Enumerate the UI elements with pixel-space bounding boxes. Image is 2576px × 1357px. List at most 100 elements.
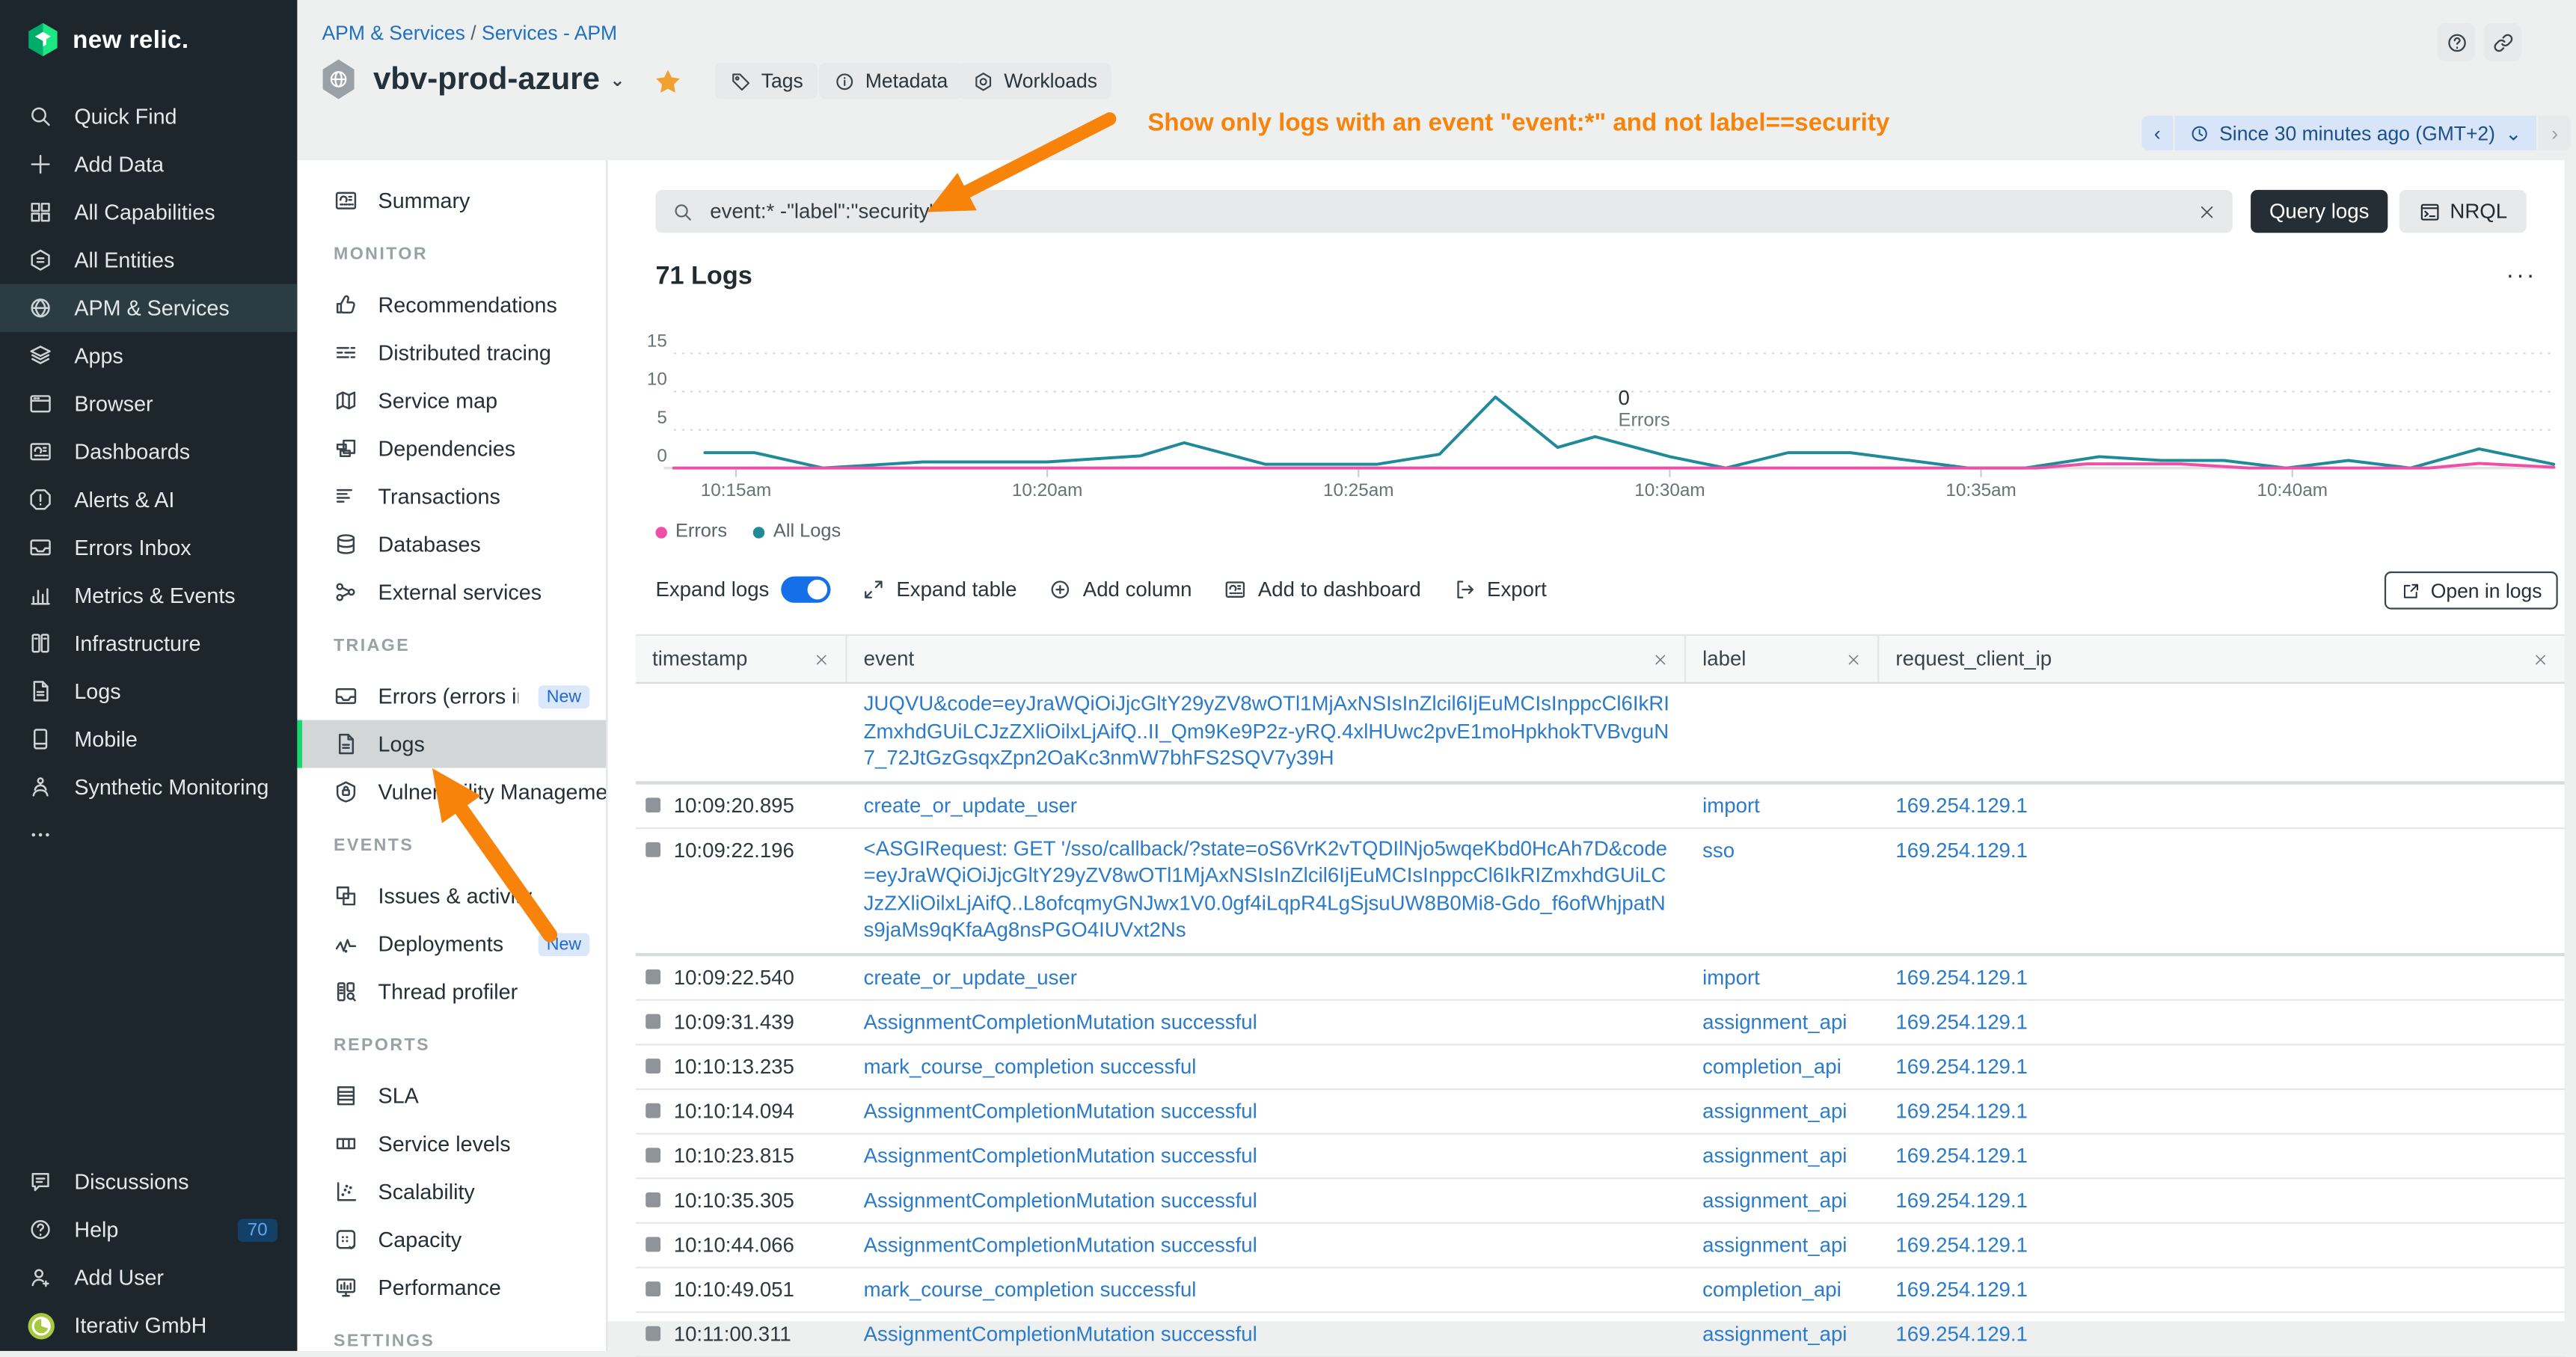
request-client-ip-link[interactable]: 169.254.129.1	[1895, 1277, 2028, 1301]
sidebar-item-dashboards[interactable]: .f{fill:currentColor;stroke:none} Dashboa…	[0, 428, 297, 476]
add-column-button[interactable]: .f{fill:currentColor;stroke:none}Add col…	[1048, 578, 1192, 601]
sidebar-item-quick-find[interactable]: .f{fill:currentColor;stroke:none} Quick F…	[0, 93, 297, 141]
label-link[interactable]: assignment_api	[1702, 1143, 1847, 1167]
sidebar-item-apm-services[interactable]: .f{fill:currentColor;stroke:none} APM & S…	[0, 284, 298, 332]
time-picker-prev[interactable]: ‹	[2141, 115, 2174, 150]
request-client-ip-link[interactable]: 169.254.129.1	[1895, 965, 2028, 989]
event-link[interactable]: AssignmentCompletionMutation successful	[863, 1099, 1257, 1123]
sidebar-item-all-capabilities[interactable]: .f{fill:currentColor;stroke:none} All Cap…	[0, 189, 297, 236]
row-handle-icon[interactable]	[645, 1192, 661, 1207]
request-client-ip-link[interactable]: 169.254.129.1	[1895, 1188, 2028, 1212]
entity-nav-item-issues-activity[interactable]: .f{fill:currentColor;stroke:none} Issues …	[297, 872, 606, 920]
entity-nav-item-service-map[interactable]: .f{fill:currentColor;stroke:none} Service…	[297, 376, 606, 424]
sidebar-item-logs[interactable]: .f{fill:currentColor;stroke:none} Logs	[0, 667, 297, 715]
tags-button[interactable]: .f{fill:currentColor;stroke:none} Tags	[714, 62, 818, 99]
time-picker-next[interactable]: ›	[2538, 115, 2572, 150]
row-handle-icon[interactable]	[645, 842, 661, 857]
event-link[interactable]: <ASGIRequest: GET '/sso/callback/?state=…	[863, 836, 1668, 942]
entity-nav-item-performance[interactable]: .f{fill:currentColor;stroke:none} Perform…	[297, 1263, 606, 1311]
breadcrumb-link-apm[interactable]: APM & Services	[322, 21, 465, 45]
open-in-logs-button[interactable]: .f{fill:currentColor;stroke:none}Open in…	[2384, 571, 2559, 610]
entity-nav-item-databases[interactable]: .f{fill:currentColor;stroke:none} Databas…	[297, 520, 606, 568]
metadata-button[interactable]: .f{fill:currentColor;stroke:none} Metadat…	[819, 62, 963, 99]
entity-nav-item-transactions[interactable]: .f{fill:currentColor;stroke:none} Transac…	[297, 472, 606, 520]
label-link[interactable]: completion_api	[1702, 1054, 1841, 1078]
time-picker-dropdown[interactable]: .f{fill:currentColor;stroke:none} Since …	[2174, 115, 2537, 150]
query-logs-button[interactable]: Query logs	[2251, 189, 2388, 233]
table-row[interactable]: JUQVU&code=eyJraWQiOiJjcGltY29yZV8wOTl1M…	[635, 684, 2565, 784]
entity-nav-item-scalability[interactable]: .f{fill:currentColor;stroke:none} Scalabi…	[297, 1168, 606, 1216]
label-link[interactable]: assignment_api	[1702, 1188, 1847, 1212]
sidebar-item-apps[interactable]: .f{fill:currentColor;stroke:none} Apps	[0, 332, 297, 380]
table-row[interactable]: 10:10:23.815 AssignmentCompletionMutation…	[635, 1134, 2565, 1179]
new-relic-logo[interactable]: new relic.	[25, 19, 188, 59]
column-header-timestamp[interactable]: timestamp .f{fill:currentColor;stroke:non…	[636, 635, 847, 682]
workloads-button[interactable]: .f{fill:currentColor;stroke:none} Workloa…	[957, 62, 1112, 99]
entity-nav-item-deployments[interactable]: .f{fill:currentColor;stroke:none} Deploym…	[297, 920, 606, 968]
sidebar-item-errors-inbox[interactable]: .f{fill:currentColor;stroke:none} Errors …	[0, 524, 297, 572]
sidebar-item-alerts-ai[interactable]: .f{fill:currentColor;stroke:none} Alerts …	[0, 476, 297, 524]
request-client-ip-link[interactable]: 169.254.129.1	[1895, 1143, 2028, 1167]
request-client-ip-link[interactable]: 169.254.129.1	[1895, 1010, 2028, 1033]
log-query-input[interactable]	[706, 197, 2185, 225]
entity-nav-item-recommendations[interactable]: .f{fill:currentColor;stroke:none} Recomme…	[297, 281, 606, 328]
logs-timeseries-chart[interactable]: 0 5 10 15 10:15am 10:20am 10:25am 10:30am 10:35a…	[607, 305, 2564, 520]
row-handle-icon[interactable]	[645, 1103, 661, 1118]
legend-item-errors[interactable]: Errors	[655, 522, 727, 542]
label-link[interactable]: assignment_api	[1702, 1233, 1847, 1256]
label-link[interactable]: completion_api	[1702, 1277, 1841, 1301]
request-client-ip-link[interactable]: 169.254.129.1	[1895, 793, 2028, 817]
entity-nav-item-external-services[interactable]: .f{fill:currentColor;stroke:none} Externa…	[297, 568, 606, 616]
sidebar-item-add-data[interactable]: .f{fill:currentColor;stroke:none} Add Dat…	[0, 141, 297, 189]
event-link[interactable]: AssignmentCompletionMutation successful	[863, 1188, 1257, 1212]
row-handle-icon[interactable]	[645, 1148, 661, 1163]
sidebar-item-browser[interactable]: .f{fill:currentColor;stroke:none} Browser	[0, 380, 297, 428]
event-link[interactable]: AssignmentCompletionMutation successful	[863, 1010, 1257, 1033]
entity-title-dropdown[interactable]: vbv-prod-azure ⌄	[372, 62, 625, 98]
sidebar-item-add-user[interactable]: .f{fill:currentColor;stroke:none} Add Use…	[0, 1254, 297, 1302]
label-link[interactable]	[1686, 684, 1879, 780]
event-link[interactable]: create_or_update_user	[863, 793, 1078, 817]
entity-nav-item-dependencies[interactable]: .f{fill:currentColor;stroke:none} Depende…	[297, 424, 606, 472]
sidebar-item-infrastructure[interactable]: .f{fill:currentColor;stroke:none} Infrast…	[0, 619, 297, 667]
sidebar-item-more[interactable]: .f{fill:currentColor;stroke:none}	[0, 811, 297, 859]
table-row[interactable]: 10:10:44.066 AssignmentCompletionMutation…	[635, 1223, 2565, 1268]
panel-menu-button[interactable]: ...	[2506, 256, 2538, 284]
remove-column-icon[interactable]: .f{fill:currentColor;stroke:none}	[814, 652, 829, 667]
row-handle-icon[interactable]	[645, 1059, 661, 1073]
table-row[interactable]: 10:10:14.094 AssignmentCompletionMutation…	[635, 1089, 2565, 1134]
entity-nav-item-service-levels[interactable]: .f{fill:currentColor;stroke:none} Service…	[297, 1120, 606, 1168]
label-link[interactable]: assignment_api	[1702, 1010, 1847, 1033]
sidebar-item-iterativ-gmbh[interactable]: Iterativ GmbH	[0, 1302, 297, 1350]
label-link[interactable]: sso	[1702, 838, 1735, 862]
row-handle-icon[interactable]	[645, 1014, 661, 1029]
event-link[interactable]: JUQVU&code=eyJraWQiOiJjcGltY29yZV8wOTl1M…	[863, 692, 1669, 770]
series-line-errors[interactable]	[672, 462, 2556, 470]
remove-column-icon[interactable]: .f{fill:currentColor;stroke:none}	[1846, 652, 1861, 667]
event-link[interactable]: create_or_update_user	[863, 965, 1078, 989]
add-to-dashboard-button[interactable]: .f{fill:currentColor;stroke:none}Add to …	[1223, 578, 1421, 601]
entity-nav-item-logs[interactable]: .f{fill:currentColor;stroke:none} Logs	[297, 720, 607, 768]
event-link[interactable]: mark_course_completion successful	[863, 1277, 1197, 1301]
sidebar-item-discussions[interactable]: .f{fill:currentColor;stroke:none} Discuss…	[0, 1158, 297, 1206]
entity-nav-item-sla[interactable]: .f{fill:currentColor;stroke:none} SLA	[297, 1072, 606, 1120]
row-handle-icon[interactable]	[645, 969, 661, 984]
request-client-ip-link[interactable]: 169.254.129.1	[1895, 1322, 2028, 1346]
clear-query-icon[interactable]: .f{fill:currentColor;stroke:none}	[2198, 202, 2215, 220]
event-link[interactable]: mark_course_completion successful	[863, 1054, 1197, 1078]
label-link[interactable]: assignment_api	[1702, 1322, 1847, 1346]
remove-column-icon[interactable]: .f{fill:currentColor;stroke:none}	[1653, 652, 1668, 667]
table-row[interactable]: 10:09:22.196 <ASGIRequest: GET '/sso/call…	[635, 828, 2565, 956]
series-line-all-logs[interactable]	[703, 395, 2556, 470]
row-handle-icon[interactable]	[645, 1237, 661, 1252]
request-client-ip-link[interactable]: 169.254.129.1	[1895, 838, 2028, 862]
entity-nav-item-errors-errors-inb[interactable]: .f{fill:currentColor;stroke:none} Errors …	[297, 673, 606, 720]
table-row[interactable]: 10:09:31.439 AssignmentCompletionMutation…	[635, 1000, 2565, 1045]
expand-logs-toggle[interactable]	[780, 576, 831, 603]
table-row[interactable]: 10:10:35.305 AssignmentCompletionMutation…	[635, 1178, 2565, 1223]
entity-nav-item-distributed-tracing[interactable]: .f{fill:currentColor;stroke:none} Distrib…	[297, 328, 606, 376]
label-link[interactable]: import	[1702, 793, 1760, 817]
label-link[interactable]: assignment_api	[1702, 1099, 1847, 1123]
row-handle-icon[interactable]	[645, 1281, 661, 1297]
column-header-request-client-ip[interactable]: request_client_ip .f{fill:currentColor;st…	[1879, 636, 2564, 682]
